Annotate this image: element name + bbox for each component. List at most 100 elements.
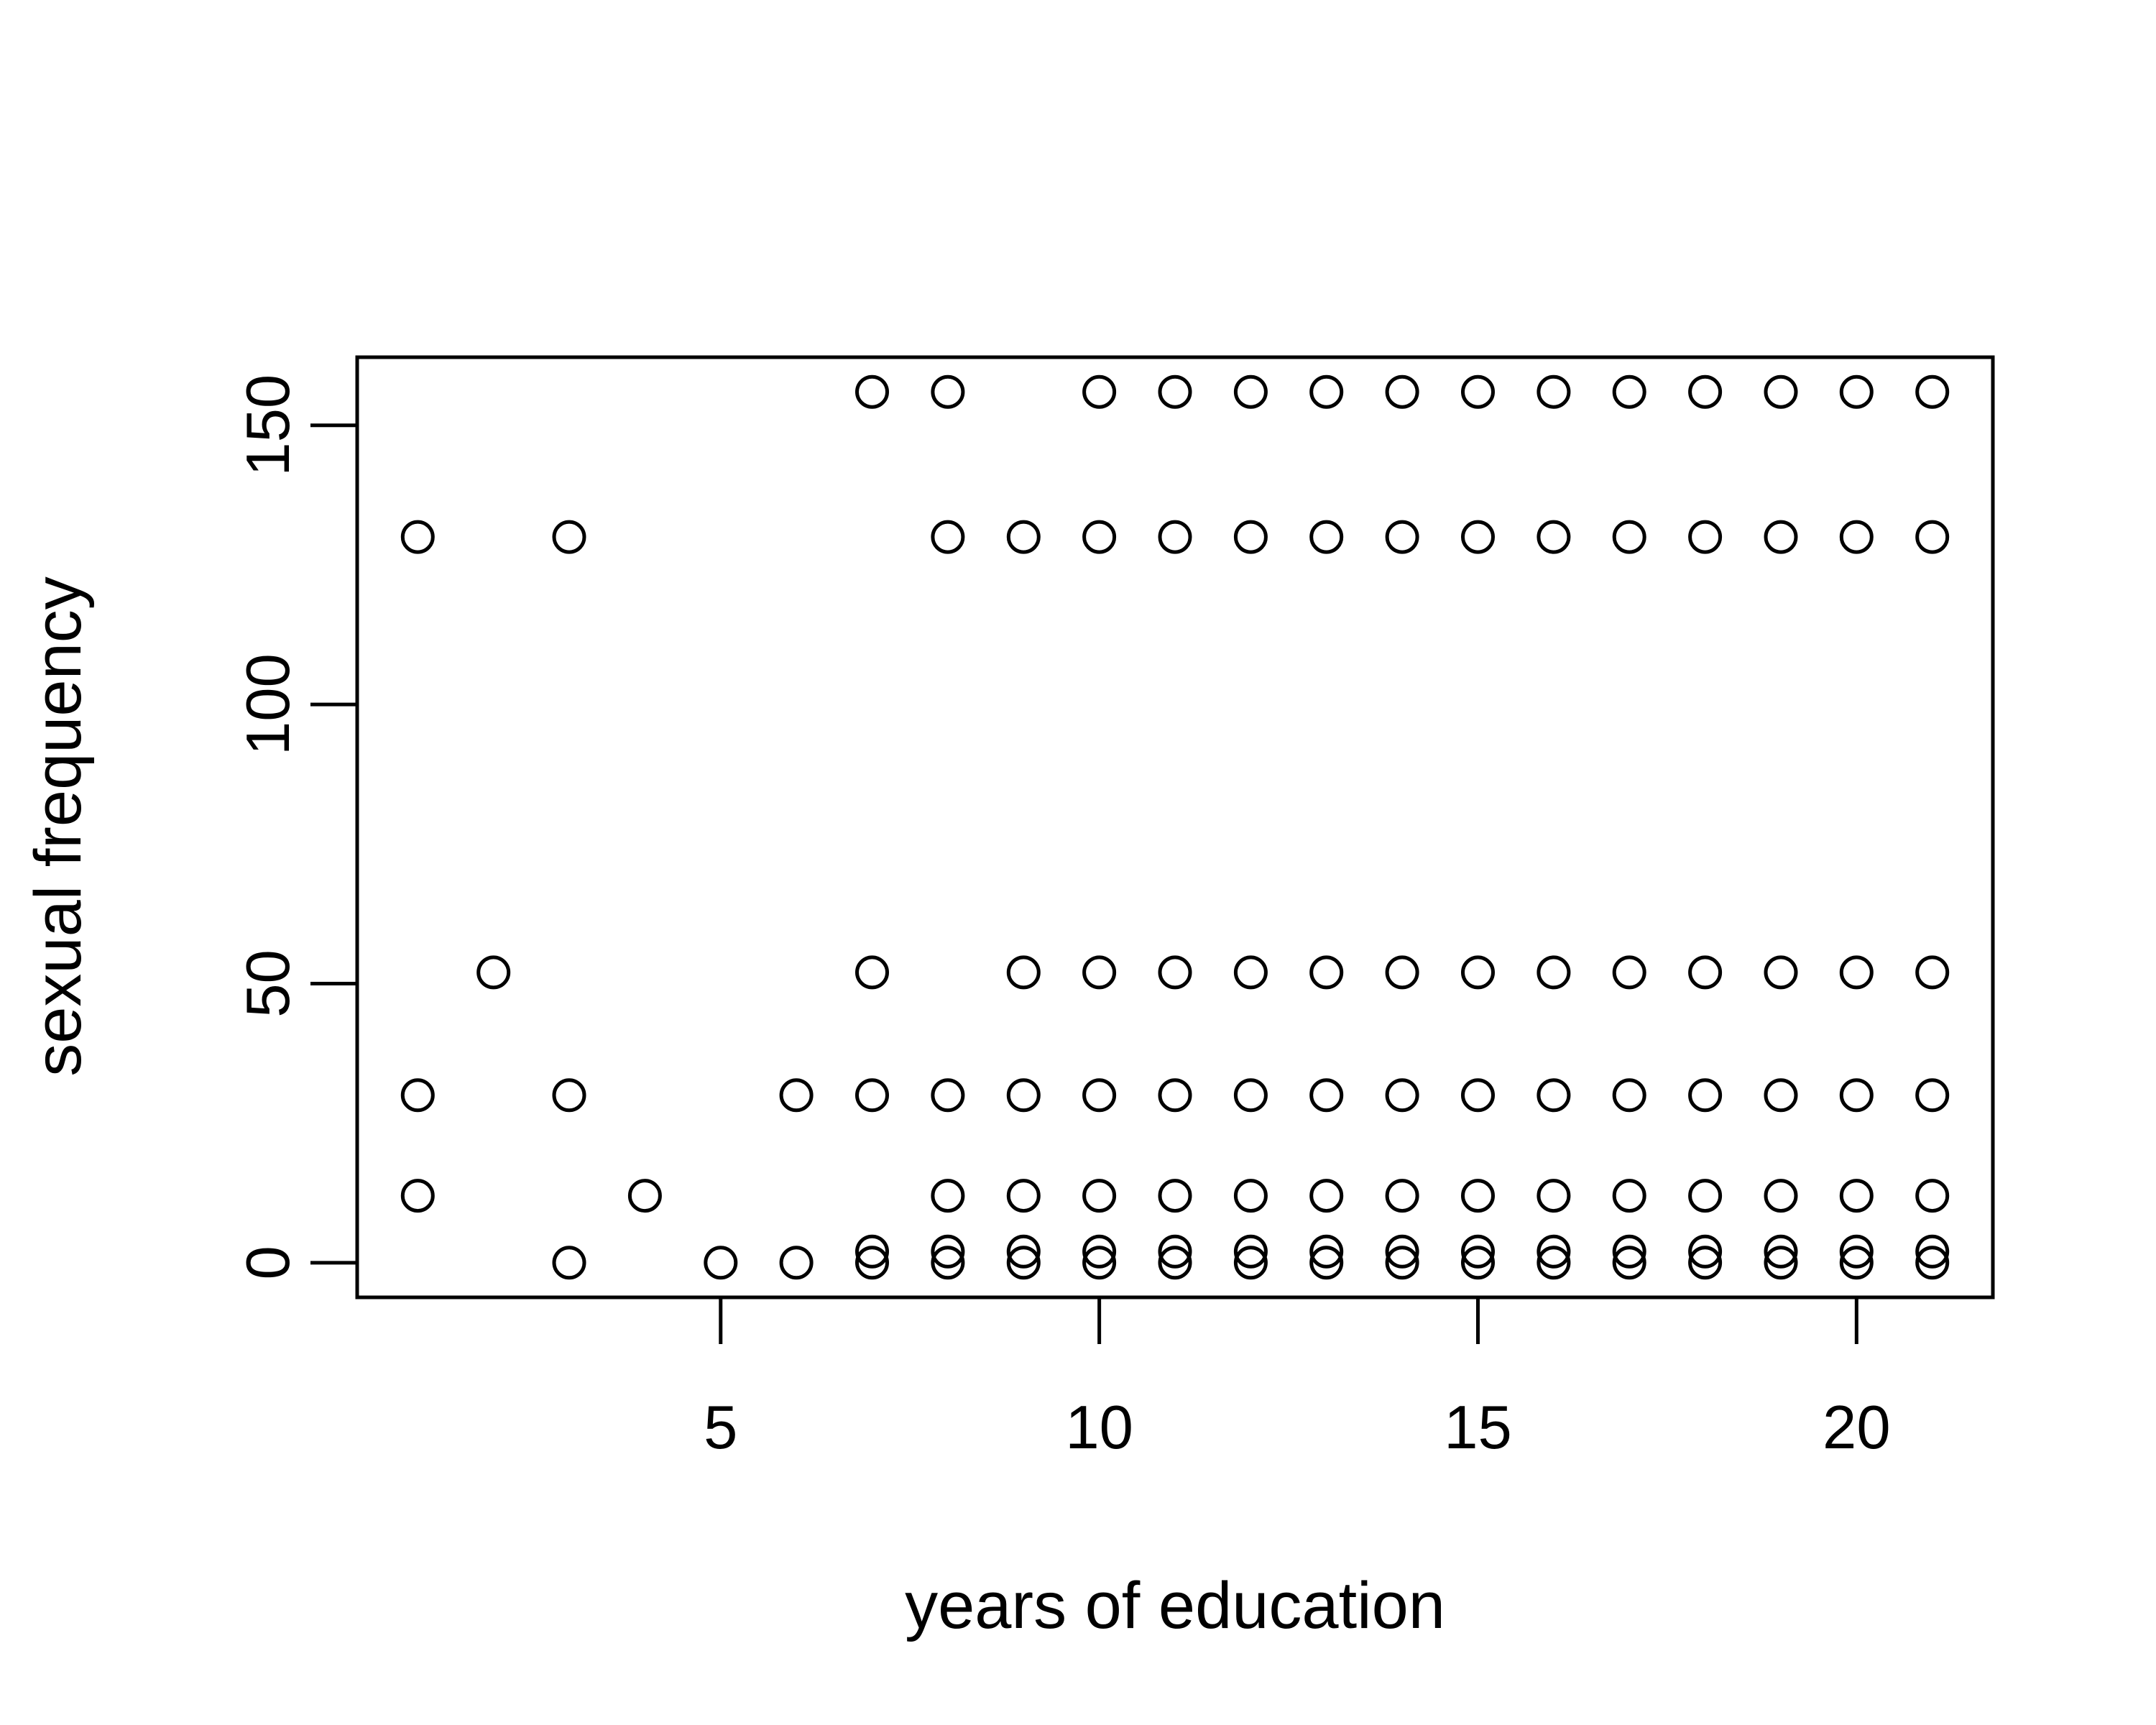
data-point — [552, 1246, 586, 1280]
data-point — [1309, 1246, 1344, 1280]
y-tick-label: 0 — [234, 1246, 303, 1279]
x-axis-title: years of education — [905, 1569, 1445, 1642]
data-point — [1006, 955, 1041, 990]
data-point — [1915, 520, 1950, 554]
data-point — [1612, 374, 1646, 409]
x-tick-label: 15 — [1444, 1394, 1512, 1462]
data-point — [552, 520, 586, 554]
data-point — [1158, 520, 1192, 554]
data-point — [1309, 1234, 1344, 1269]
data-point — [1233, 1246, 1268, 1280]
data-point — [1233, 374, 1268, 409]
data-point — [1158, 1234, 1192, 1269]
data-point — [931, 374, 965, 409]
data-point — [1688, 1078, 1723, 1113]
data-point — [1612, 955, 1646, 990]
data-point — [1233, 1179, 1268, 1213]
data-point — [1158, 955, 1192, 990]
data-point — [1082, 1179, 1117, 1213]
data-point — [855, 955, 889, 990]
data-point — [1764, 520, 1798, 554]
data-point — [1915, 1234, 1950, 1269]
data-point — [1233, 1234, 1268, 1269]
data-point — [1537, 1234, 1571, 1269]
data-point — [1764, 1246, 1798, 1280]
data-point — [1839, 955, 1874, 990]
data-point — [476, 955, 511, 990]
data-point — [1688, 1179, 1723, 1213]
data-point — [1385, 1179, 1419, 1213]
data-point — [1158, 1179, 1192, 1213]
data-point — [1537, 1246, 1571, 1280]
data-point — [1082, 520, 1117, 554]
data-point — [1688, 520, 1723, 554]
data-point — [1688, 955, 1723, 990]
data-point — [1461, 1078, 1495, 1113]
data-point — [1839, 1246, 1874, 1280]
data-point — [1612, 520, 1646, 554]
data-point — [1915, 374, 1950, 409]
data-point — [1082, 1078, 1117, 1113]
data-point — [1158, 1246, 1192, 1280]
x-axis: 5 10 15 20 — [704, 1297, 1891, 1462]
data-point — [1461, 955, 1495, 990]
data-point — [1309, 1078, 1344, 1113]
data-point — [1537, 955, 1571, 990]
data-point — [1006, 1078, 1041, 1113]
data-point — [1537, 520, 1571, 554]
data-point — [1082, 374, 1117, 409]
data-point — [1688, 1234, 1723, 1269]
data-point — [1612, 1179, 1646, 1213]
data-point — [1158, 374, 1192, 409]
data-point — [1537, 1078, 1571, 1113]
data-point — [931, 1234, 965, 1269]
data-point — [1612, 1234, 1646, 1269]
data-point — [1233, 520, 1268, 554]
data-point — [1612, 1246, 1646, 1280]
data-point — [1915, 1078, 1950, 1113]
y-tick-label: 150 — [234, 374, 303, 477]
points-layer — [400, 374, 1950, 1280]
data-point — [1082, 955, 1117, 990]
data-point — [1006, 520, 1041, 554]
data-point — [1461, 520, 1495, 554]
data-point — [1764, 1234, 1798, 1269]
data-point — [1385, 1246, 1419, 1280]
data-point — [1309, 955, 1344, 990]
data-point — [627, 1179, 662, 1213]
data-point — [1309, 374, 1344, 409]
data-point — [1839, 520, 1874, 554]
data-point — [1461, 1234, 1495, 1269]
data-point — [400, 1179, 435, 1213]
data-point — [704, 1246, 738, 1280]
data-point — [1006, 1234, 1041, 1269]
data-point — [1915, 1246, 1950, 1280]
x-tick-label: 10 — [1065, 1394, 1133, 1462]
x-tick-label: 5 — [704, 1394, 737, 1462]
data-point — [931, 520, 965, 554]
data-point — [779, 1246, 814, 1280]
y-axis: 0 50 100 150 — [234, 374, 357, 1279]
data-point — [1915, 955, 1950, 990]
y-tick-label: 100 — [234, 653, 303, 755]
data-point — [855, 374, 889, 409]
data-point — [1764, 955, 1798, 990]
data-point — [1461, 1246, 1495, 1280]
data-point — [1839, 1078, 1874, 1113]
data-point — [1612, 1078, 1646, 1113]
data-point — [1082, 1246, 1117, 1280]
data-point — [1158, 1078, 1192, 1113]
data-point — [1839, 1179, 1874, 1213]
y-axis-title: sexual frequency — [22, 576, 95, 1077]
data-point — [400, 1078, 435, 1113]
data-point — [1385, 955, 1419, 990]
data-point — [1688, 1246, 1723, 1280]
data-point — [1537, 374, 1571, 409]
data-point — [1461, 374, 1495, 409]
data-point — [1082, 1234, 1117, 1269]
data-point — [779, 1078, 814, 1113]
data-point — [1385, 520, 1419, 554]
data-point — [855, 1078, 889, 1113]
